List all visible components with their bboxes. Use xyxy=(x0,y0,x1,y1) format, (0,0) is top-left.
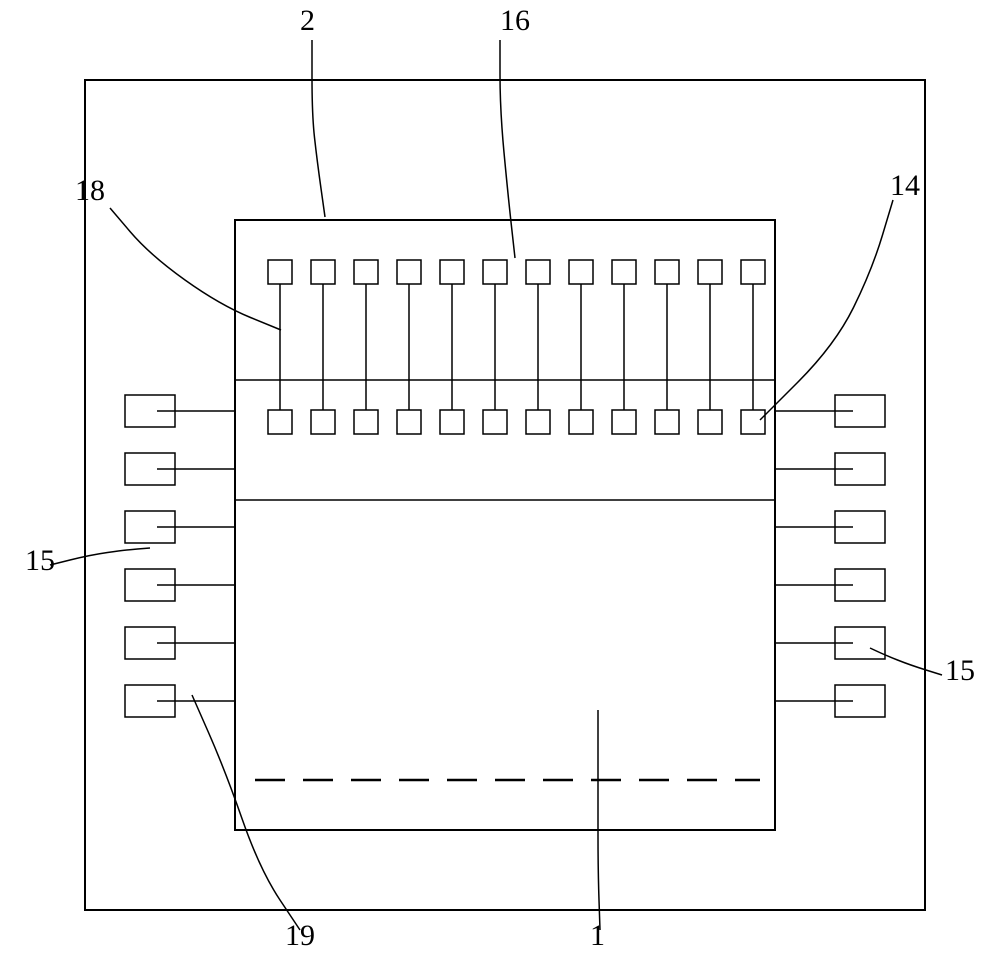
leader-15L xyxy=(50,548,150,565)
label-2: 2 xyxy=(300,4,315,37)
top-pad-9 xyxy=(655,260,679,284)
label-1: 1 xyxy=(590,919,605,952)
leader-19 xyxy=(192,695,300,930)
leader-16 xyxy=(500,40,515,258)
mid-pad-4 xyxy=(440,410,464,434)
inner-frame xyxy=(235,220,775,830)
label-14: 14 xyxy=(890,169,920,202)
top-pad-6 xyxy=(526,260,550,284)
mid-pad-2 xyxy=(354,410,378,434)
mid-pad-6 xyxy=(526,410,550,434)
top-pad-0 xyxy=(268,260,292,284)
top-pad-2 xyxy=(354,260,378,284)
leader-15R xyxy=(870,648,942,675)
leader-18 xyxy=(110,208,281,330)
top-pad-10 xyxy=(698,260,722,284)
leader-2 xyxy=(312,40,325,217)
leader-1 xyxy=(598,710,600,930)
label-18: 18 xyxy=(75,174,105,207)
top-pad-11 xyxy=(741,260,765,284)
mid-pad-9 xyxy=(655,410,679,434)
label-16: 16 xyxy=(500,4,530,37)
mid-pad-5 xyxy=(483,410,507,434)
mid-pad-8 xyxy=(612,410,636,434)
diagram-svg: 12141618191515 xyxy=(0,0,1000,974)
outer-frame xyxy=(85,80,925,910)
top-pad-4 xyxy=(440,260,464,284)
mid-pad-7 xyxy=(569,410,593,434)
diagram-canvas: 12141618191515 xyxy=(0,0,1000,974)
label-15R: 15 xyxy=(945,654,975,687)
label-15L: 15 xyxy=(25,544,55,577)
label-19: 19 xyxy=(285,919,315,952)
mid-pad-10 xyxy=(698,410,722,434)
top-pad-1 xyxy=(311,260,335,284)
mid-pad-0 xyxy=(268,410,292,434)
top-pad-8 xyxy=(612,260,636,284)
mid-pad-11 xyxy=(741,410,765,434)
mid-pad-3 xyxy=(397,410,421,434)
top-pad-3 xyxy=(397,260,421,284)
leader-14 xyxy=(760,200,893,420)
top-pad-5 xyxy=(483,260,507,284)
mid-pad-1 xyxy=(311,410,335,434)
top-pad-7 xyxy=(569,260,593,284)
